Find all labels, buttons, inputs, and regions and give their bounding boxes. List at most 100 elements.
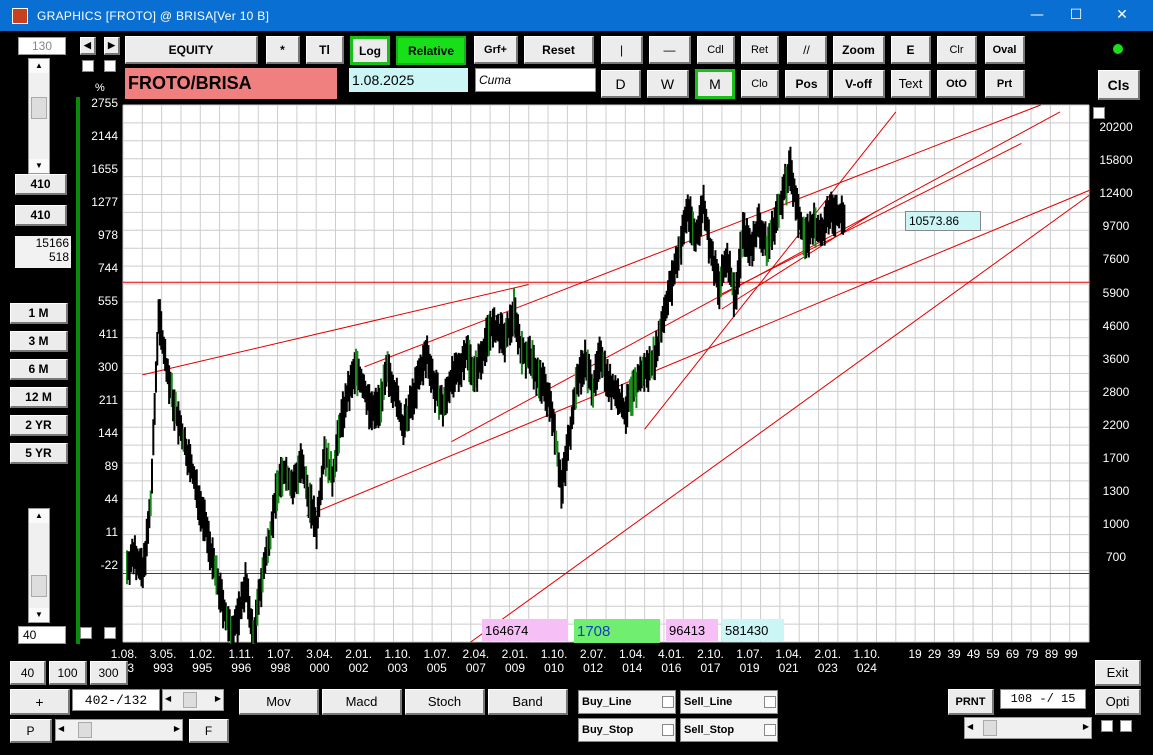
scroll-right-button[interactable]: ▶ (104, 37, 120, 55)
maximize-icon[interactable]: ☐ (1069, 7, 1083, 23)
buy-line-checkbox[interactable] (662, 696, 674, 708)
period-12m-button[interactable]: 12 M (10, 387, 68, 408)
vertical-scrollbar-bottom[interactable]: ▲ ▼ (28, 508, 50, 623)
f-button[interactable]: F (189, 719, 229, 743)
monthly-button[interactable]: M (695, 69, 735, 99)
scroll-thumb[interactable] (31, 97, 47, 119)
log-button[interactable]: Log (350, 36, 390, 65)
exit-button[interactable]: Exit (1095, 660, 1141, 686)
zoom-button[interactable]: Zoom (833, 36, 885, 64)
scroll-left-icon[interactable]: ◀ (58, 724, 65, 733)
close-icon[interactable]: ✕ (1116, 7, 1128, 23)
scroll-right-icon[interactable]: ▶ (214, 694, 221, 703)
equity-button[interactable]: EQUITY (125, 36, 258, 64)
buy-line-label: Buy_Line (582, 696, 632, 708)
relative-button[interactable]: Relative (396, 36, 466, 65)
sell-stop-label: Sell_Stop (684, 724, 735, 736)
checkbox-a[interactable] (82, 60, 94, 72)
scroll-up-icon[interactable]: ▲ (29, 59, 49, 73)
zoom-100-button[interactable]: 100 (49, 661, 87, 685)
prnt-button[interactable]: PRNT (948, 689, 994, 715)
scroll-thumb[interactable] (31, 575, 47, 597)
macd-button[interactable]: Macd (322, 689, 402, 715)
price-chart[interactable] (76, 97, 1095, 653)
chart-checkbox[interactable] (1093, 107, 1105, 119)
scroll-left-icon[interactable]: ◀ (165, 694, 172, 703)
x-tick-label: 59 (986, 647, 1000, 661)
scroll-thumb[interactable] (183, 692, 197, 708)
parallel-button[interactable]: // (787, 36, 827, 64)
weekly-button[interactable]: W (647, 70, 689, 98)
scroll-right-icon[interactable]: ▶ (173, 724, 180, 733)
period-1m-button[interactable]: 1 M (10, 303, 68, 324)
x-tick-label: 1.07. 019 (736, 647, 763, 675)
top-value-field[interactable]: 130 (18, 37, 66, 55)
zoom-value-field[interactable]: 108 -/ 15 (1000, 689, 1086, 709)
bottom-right-scrollbar[interactable]: ◀ ▶ (964, 717, 1092, 739)
sell-stop-field[interactable]: Sell_Stop (680, 718, 778, 742)
cdl-button[interactable]: Cdl (697, 36, 735, 64)
reset-button[interactable]: Reset (524, 36, 594, 64)
text-button[interactable]: Text (891, 70, 931, 98)
buy-stop-checkbox[interactable] (662, 724, 674, 736)
buy-line-field[interactable]: Buy_Line (578, 690, 676, 714)
horizontal-scrollbar[interactable]: ◀ ▶ (55, 719, 183, 741)
ret-button[interactable]: Ret (741, 36, 779, 64)
scroll-down-icon[interactable]: ▼ (29, 159, 49, 173)
period-5yr-button[interactable]: 5 YR (10, 443, 68, 464)
buy-stop-label: Buy_Stop (582, 724, 634, 736)
clr-button[interactable]: Clr (937, 36, 977, 64)
bottom-value-field[interactable]: 40 (18, 626, 66, 644)
pos-button[interactable]: Pos (785, 70, 829, 98)
cls-button[interactable]: Cls (1098, 70, 1140, 100)
date-field[interactable]: 1.08.2025 (349, 68, 468, 92)
zoom-40-button[interactable]: 40 (10, 661, 46, 685)
range-scrollbar[interactable]: ◀ ▶ (162, 689, 224, 711)
sell-stop-checkbox[interactable] (764, 724, 776, 736)
minimize-icon[interactable]: — (1030, 7, 1044, 23)
bottom-checkbox-a[interactable] (1101, 720, 1113, 732)
clo-button[interactable]: Clo (741, 70, 779, 98)
range-field[interactable]: 402-/132 (72, 689, 160, 711)
oval-button[interactable]: Oval (985, 36, 1025, 64)
p-button[interactable]: P (10, 719, 52, 743)
scroll-left-button[interactable]: ◀ (80, 37, 96, 55)
x-tick-label: 79 (1025, 647, 1039, 661)
star-button[interactable]: * (266, 36, 300, 64)
buy-stop-field[interactable]: Buy_Stop (578, 718, 676, 742)
bottom-checkbox-b[interactable] (1120, 720, 1132, 732)
grf-plus-button[interactable]: Grf+ (474, 36, 518, 64)
period-2yr-button[interactable]: 2 YR (10, 415, 68, 436)
checkbox-c[interactable] (80, 627, 92, 639)
scroll-left-icon[interactable]: ◀ (967, 722, 974, 731)
checkbox-d[interactable] (104, 627, 116, 639)
e-button[interactable]: E (891, 36, 931, 64)
vertical-scrollbar-top[interactable]: ▲ ▼ (28, 58, 50, 174)
vertical-line-button[interactable]: | (601, 36, 643, 64)
sell-line-field[interactable]: Sell_Line (680, 690, 778, 714)
horizontal-line-button[interactable]: — (649, 36, 691, 64)
period-3m-button[interactable]: 3 M (10, 331, 68, 352)
scroll-up-icon[interactable]: ▲ (29, 509, 49, 523)
period-6m-button[interactable]: 6 M (10, 359, 68, 380)
plus-button[interactable]: + (10, 689, 70, 715)
scroll-thumb[interactable] (983, 720, 997, 736)
symbol-field: FROTO/BRISA (125, 68, 337, 99)
tl-button[interactable]: Tl (306, 36, 344, 64)
v-off-button[interactable]: V-off (833, 70, 885, 98)
daily-button[interactable]: D (601, 70, 641, 98)
mov-button[interactable]: Mov (239, 689, 319, 715)
checkbox-b[interactable] (104, 60, 116, 72)
day-field: Cuma (475, 68, 596, 92)
y-right-tick-label: 2200 (1102, 417, 1130, 432)
scroll-down-icon[interactable]: ▼ (29, 608, 49, 622)
scroll-thumb[interactable] (78, 722, 92, 738)
band-button[interactable]: Band (488, 689, 568, 715)
oto-button[interactable]: OtO (937, 70, 977, 98)
sell-line-checkbox[interactable] (764, 696, 776, 708)
stoch-button[interactable]: Stoch (405, 689, 485, 715)
scroll-right-icon[interactable]: ▶ (1082, 722, 1089, 731)
zoom-300-button[interactable]: 300 (90, 661, 128, 685)
opti-button[interactable]: Opti (1095, 689, 1141, 715)
prt-button[interactable]: Prt (985, 70, 1025, 98)
